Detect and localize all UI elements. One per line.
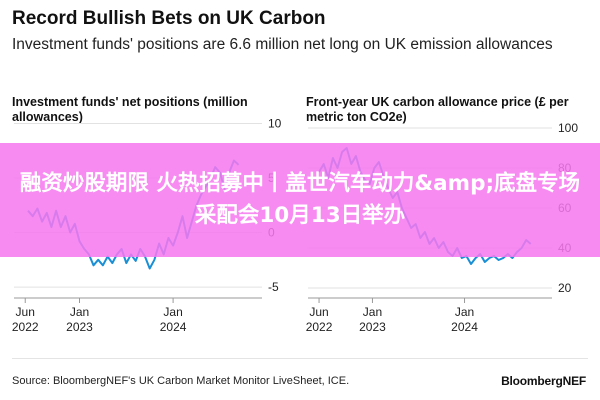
carbon-price-xtick-label: Jan: [455, 305, 474, 319]
promo-banner-overlay[interactable]: 融资炒股期限 火热招募中丨盖世汽车动力&amp;底盘专场采配会10月13日举办: [0, 143, 600, 257]
bloombergnef-logo: BloombergNEF: [501, 374, 586, 388]
net-positions-ytick-label: 10: [268, 116, 282, 130]
carbon-price-xtick-label: Jun: [309, 305, 328, 319]
net-positions-xtick-label: 2023: [66, 320, 93, 334]
page-title: Record Bullish Bets on UK Carbon: [12, 8, 326, 29]
carbon-price-ytick-label: 20: [558, 281, 572, 295]
right-chart-title: Front-year UK carbon allowance price (£ …: [306, 95, 569, 124]
page-subtitle: Investment funds' positions are 6.6 mill…: [12, 36, 553, 53]
net-positions-xtick-label: 2024: [160, 320, 187, 334]
left-chart-title: Investment funds' net positions (million…: [12, 95, 248, 124]
net-positions-xtick-label: Jun: [16, 305, 35, 319]
net-positions-xtick-label: Jan: [163, 305, 182, 319]
promo-banner-text[interactable]: 融资炒股期限 火热招募中丨盖世汽车动力&amp;底盘专场采配会10月13日举办: [19, 171, 581, 228]
carbon-price-xtick-label: 2022: [306, 320, 333, 334]
net-positions-xtick-label: 2022: [12, 320, 39, 334]
net-positions-xtick-label: Jan: [70, 305, 89, 319]
footer-divider: [12, 358, 588, 359]
source-note: Source: BloombergNEF's UK Carbon Market …: [12, 375, 350, 387]
net-positions-ytick-label: -5: [268, 280, 279, 294]
carbon-price-xtick-label: 2023: [359, 320, 386, 334]
carbon-price-ytick-label: 100: [558, 121, 578, 135]
carbon-price-xtick-label: Jan: [363, 305, 382, 319]
carbon-price-xtick-label: 2024: [451, 320, 478, 334]
